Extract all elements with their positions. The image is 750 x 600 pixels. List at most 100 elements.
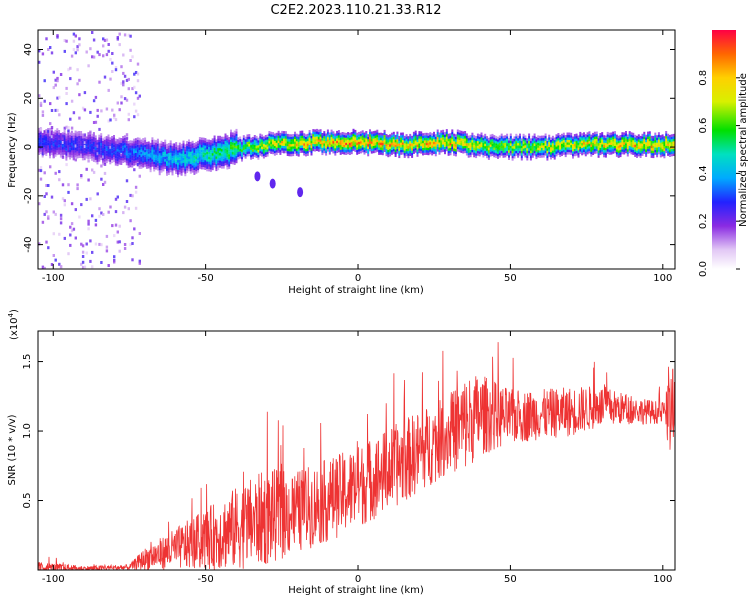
heatmap-cell bbox=[316, 148, 318, 151]
heatmap-cell bbox=[482, 137, 485, 141]
heatmap-cell bbox=[61, 132, 64, 135]
heatmap-cell bbox=[657, 149, 660, 152]
heatmap-cell bbox=[356, 149, 359, 153]
heatmap-cell bbox=[273, 148, 276, 151]
heatmap-cell bbox=[458, 144, 461, 148]
heatmap-cell bbox=[519, 133, 521, 137]
heatmap-cell bbox=[50, 147, 53, 151]
heatmap-cell bbox=[347, 151, 350, 155]
heatmap-cell bbox=[244, 139, 247, 142]
heatmap-cell bbox=[47, 140, 50, 143]
heatmap-cell bbox=[491, 151, 494, 154]
heatmap-cell bbox=[41, 147, 44, 151]
heatmap-cell bbox=[120, 81, 123, 85]
heatmap-cell bbox=[153, 156, 156, 160]
heatmap-cell bbox=[91, 146, 93, 149]
heatmap-cell bbox=[237, 151, 240, 155]
heatmap-cell bbox=[54, 171, 57, 175]
heatmap-cell bbox=[396, 146, 399, 149]
heatmap-cell bbox=[440, 130, 443, 133]
heatmap-cell bbox=[423, 150, 426, 153]
heatmap-cell bbox=[83, 145, 87, 148]
heatmap-cell bbox=[171, 172, 174, 176]
heatmap-cell bbox=[125, 98, 129, 102]
heatmap-cell bbox=[380, 149, 382, 153]
heatmap-cell bbox=[102, 148, 104, 151]
heatmap-cell bbox=[317, 141, 320, 145]
heatmap-cell bbox=[149, 157, 152, 160]
heatmap-cell bbox=[440, 142, 443, 146]
heatmap-cell bbox=[317, 134, 320, 138]
heatmap-cell bbox=[319, 143, 322, 147]
heatmap-cell bbox=[164, 139, 167, 143]
heatmap-cell bbox=[182, 167, 185, 171]
heatmap-cell bbox=[65, 138, 68, 142]
heatmap-cell bbox=[458, 135, 461, 138]
heatmap-cell bbox=[180, 146, 183, 149]
heatmap-cell bbox=[69, 142, 72, 145]
heatmap-cell bbox=[363, 135, 366, 138]
heatmap-cell bbox=[220, 158, 223, 162]
heatmap-cell bbox=[70, 99, 74, 103]
heatmap-cell bbox=[116, 195, 119, 199]
heatmap-cell bbox=[188, 139, 190, 142]
heatmap-cell bbox=[272, 146, 275, 150]
heatmap-cell bbox=[193, 152, 196, 156]
heatmap-cell bbox=[423, 142, 426, 146]
heatmap-cell bbox=[262, 146, 265, 149]
heatmap-cell bbox=[326, 139, 329, 142]
heatmap-cell bbox=[590, 134, 593, 138]
heatmap-cell bbox=[414, 140, 417, 143]
heatmap-cell bbox=[467, 142, 470, 146]
heatmap-cell bbox=[515, 146, 518, 149]
heatmap-cell bbox=[138, 147, 141, 150]
heatmap-cell bbox=[652, 138, 655, 141]
heatmap-cell bbox=[180, 151, 183, 154]
heatmap-cell bbox=[305, 153, 307, 157]
heatmap-cell bbox=[482, 142, 485, 146]
heatmap-cell bbox=[43, 132, 46, 136]
heatmap-cell bbox=[74, 135, 77, 139]
heatmap-cell bbox=[261, 146, 264, 150]
heatmap-cell bbox=[370, 143, 373, 147]
heatmap-cell bbox=[632, 132, 635, 136]
heatmap-cell bbox=[87, 219, 90, 223]
heatmap-cell bbox=[572, 153, 574, 157]
heatmap-cell bbox=[122, 157, 125, 161]
heatmap-cell bbox=[147, 163, 150, 167]
heatmap-cell bbox=[599, 147, 602, 151]
heatmap-cell bbox=[612, 148, 615, 152]
heatmap-cell bbox=[47, 184, 50, 187]
heatmap-cell bbox=[103, 139, 106, 142]
heatmap-cell bbox=[125, 150, 128, 154]
heatmap-cell bbox=[177, 155, 179, 158]
heatmap-cell bbox=[383, 144, 386, 148]
heatmap-cell bbox=[612, 138, 615, 142]
heatmap-cell bbox=[555, 139, 558, 142]
heatmap-cell bbox=[208, 166, 211, 169]
heatmap-cell bbox=[405, 134, 408, 137]
heatmap-cell bbox=[222, 166, 225, 169]
heatmap-cell bbox=[61, 134, 65, 138]
heatmap-cell bbox=[85, 136, 88, 139]
heatmap-cell bbox=[169, 162, 172, 165]
heatmap-cell bbox=[160, 170, 163, 173]
heatmap-cell bbox=[158, 143, 161, 146]
colorbar-tick-label: 0.4 bbox=[698, 165, 709, 181]
heatmap-cell bbox=[54, 129, 57, 133]
heatmap-cell bbox=[350, 151, 353, 155]
heatmap-cell bbox=[370, 151, 373, 154]
heatmap-cell bbox=[61, 146, 64, 150]
heatmap-x-axis: -100 -50 0 50 100 bbox=[42, 30, 672, 284]
heatmap-cell bbox=[628, 131, 631, 134]
heatmap-cell bbox=[177, 162, 179, 165]
heatmap-cell bbox=[166, 143, 168, 147]
heatmap-cell bbox=[370, 131, 373, 135]
heatmap-cell bbox=[551, 138, 554, 141]
heatmap-cell bbox=[475, 155, 478, 159]
heatmap-cell bbox=[61, 141, 65, 144]
heatmap-cell bbox=[118, 32, 121, 36]
heatmap-cell bbox=[603, 140, 606, 143]
heatmap-cell bbox=[184, 151, 187, 155]
heatmap-cell bbox=[604, 142, 607, 146]
